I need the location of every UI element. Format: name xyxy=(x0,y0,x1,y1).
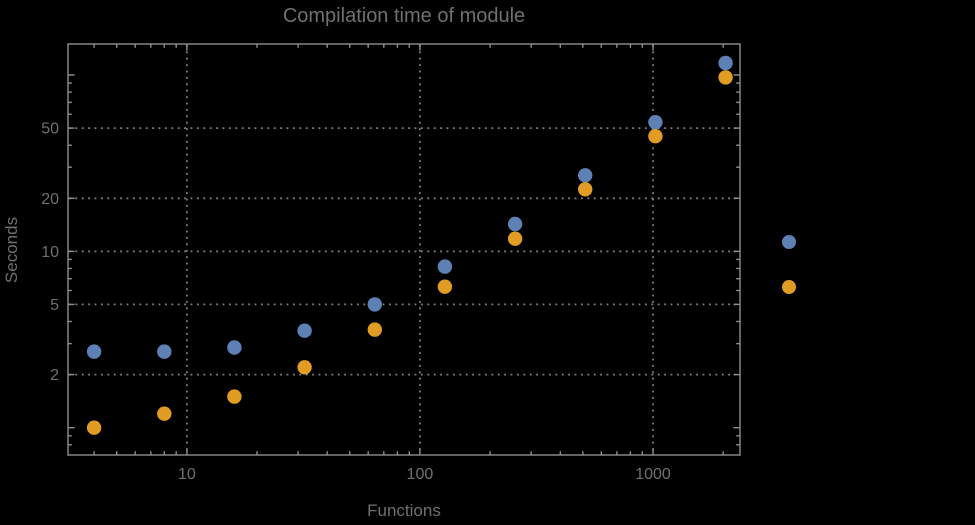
data-point-blue xyxy=(367,297,382,312)
x-tick-label: 1000 xyxy=(635,466,671,483)
data-point-blue xyxy=(718,55,733,71)
data-point-orange xyxy=(86,420,102,435)
x-tick-label: 100 xyxy=(407,466,434,483)
y-axis-label: Seconds xyxy=(2,216,21,284)
data-point-blue xyxy=(227,340,242,355)
data-point-blue xyxy=(86,344,102,359)
data-point-orange xyxy=(507,231,523,246)
y-tick-label: 10 xyxy=(41,244,59,261)
data-point-blue xyxy=(578,168,593,183)
data-point-orange xyxy=(227,389,242,404)
data-point-orange xyxy=(367,322,382,337)
data-point-blue xyxy=(648,115,663,130)
data-point-blue xyxy=(507,216,523,232)
data-point-orange xyxy=(297,360,312,375)
data-point-blue xyxy=(437,259,453,274)
data-point-blue xyxy=(157,344,172,359)
data-point-orange xyxy=(718,70,733,85)
data-point-orange xyxy=(648,129,663,144)
legend-marker-orange xyxy=(782,280,796,294)
x-tick-label: 10 xyxy=(178,466,196,483)
legend-marker-blue xyxy=(782,235,796,249)
data-point-orange xyxy=(157,406,172,421)
y-tick-label: 2 xyxy=(50,367,59,384)
data-point-blue xyxy=(297,323,312,338)
plot-frame xyxy=(67,43,741,456)
y-tick-label: 20 xyxy=(41,191,59,208)
chart-title: Compilation time of module xyxy=(282,5,526,27)
x-axis-label: Functions xyxy=(367,501,441,520)
y-tick-label: 50 xyxy=(41,121,59,138)
y-tick-label: 5 xyxy=(50,297,59,314)
data-point-orange xyxy=(578,182,593,197)
data-point-orange xyxy=(437,279,453,294)
